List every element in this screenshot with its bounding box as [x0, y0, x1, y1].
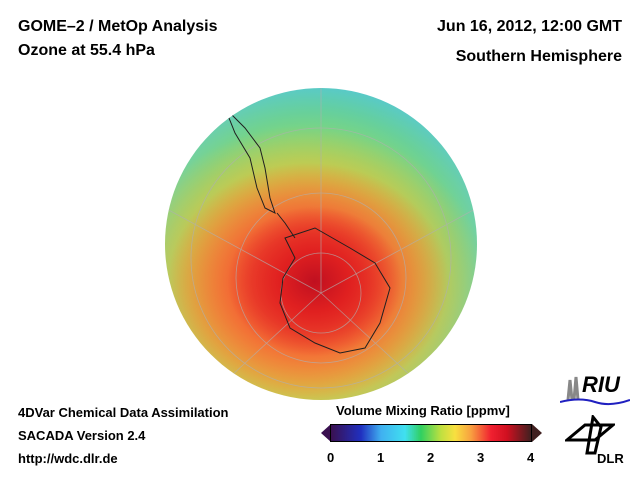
dlr-logo-text: DLR [597, 451, 624, 466]
riu-logo-text: RIU [582, 372, 620, 397]
colorbar [330, 424, 532, 442]
colorbar-tick: 1 [377, 450, 385, 465]
ozone-globe-map [165, 88, 477, 400]
south-america-coast [224, 107, 276, 214]
colorbar-title: Volume Mixing Ratio [ppmv] [336, 403, 510, 418]
graticule-and-coastlines [165, 88, 477, 400]
antarctica-coast [279, 227, 391, 354]
region-label: Southern Hemisphere [455, 48, 622, 65]
title: GOME–2 / MetOp Analysis [18, 18, 218, 35]
colorbar-tick: 3 [477, 450, 485, 465]
subtitle: Ozone at 55.4 hPa [18, 42, 155, 59]
riu-logo-graphic [560, 376, 630, 406]
riu-logo: RIU [560, 372, 630, 407]
antarctic-peninsula [276, 212, 296, 239]
dlr-logo-graphic [565, 415, 615, 455]
colorbar-tick: 2 [427, 450, 435, 465]
footer-line2: SACADA Version 2.4 [18, 428, 146, 443]
dlr-logo: DLR [565, 415, 630, 470]
colorbar-min-arrow [321, 424, 331, 442]
date-label: Jun 16, 2012, 12:00 GMT [437, 18, 622, 35]
footer-link[interactable]: http://wdc.dlr.de [18, 451, 118, 466]
footer-line1: 4DVar Chemical Data Assimilation [18, 405, 229, 420]
colorbar-tick: 4 [527, 450, 535, 465]
colorbar-max-arrow [532, 424, 542, 442]
colorbar-tick: 0 [327, 450, 335, 465]
